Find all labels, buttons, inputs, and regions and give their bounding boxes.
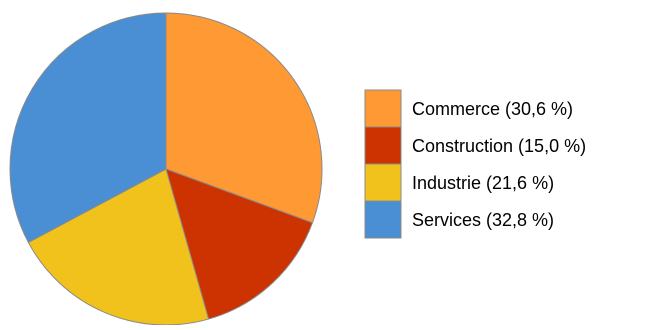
pie-slice-services <box>9 12 167 244</box>
pie-slice-commerce <box>165 12 323 224</box>
legend-swatch-services <box>364 200 402 239</box>
pie-slices <box>9 12 323 326</box>
legend-label-construction: Construction (15,0 %) <box>412 136 586 156</box>
legend-swatch-industrie <box>364 163 402 202</box>
legend-swatch-commerce <box>364 89 402 128</box>
pie-slice-construction <box>165 168 314 320</box>
legend-label-services: Services (32,8 %) <box>412 210 554 230</box>
legend-label-commerce: Commerce (30,6 %) <box>412 99 573 119</box>
pie-slice-industrie <box>27 168 210 326</box>
legend: Commerce (30,6 %) Construction (15,0 %) … <box>364 89 586 239</box>
legend-label-industrie: Industrie (21,6 %) <box>412 173 554 193</box>
legend-swatch-construction <box>364 126 402 165</box>
